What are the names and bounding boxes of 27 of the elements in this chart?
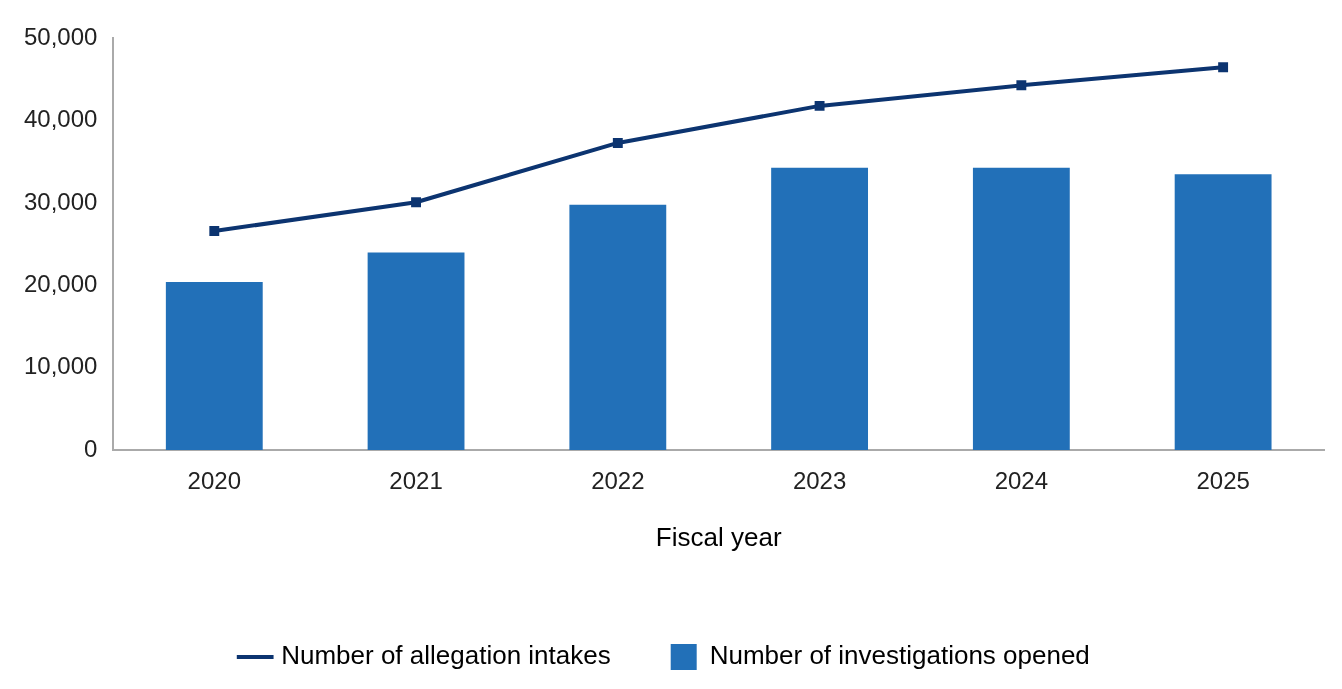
x-axis-title: Fiscal year bbox=[655, 521, 782, 552]
point bbox=[1016, 80, 1027, 91]
bar bbox=[165, 282, 263, 450]
x-tick-label: 2024 bbox=[994, 467, 1049, 495]
bar bbox=[569, 204, 667, 450]
point bbox=[814, 100, 825, 111]
x-tick-label: 2022 bbox=[591, 467, 645, 495]
y-tick-label: 20,000 bbox=[24, 269, 98, 297]
point bbox=[1218, 62, 1229, 73]
x-tick-label: 2020 bbox=[187, 467, 241, 495]
legend-label: Number of investigations opened bbox=[709, 640, 1090, 671]
y-tick-label: 30,000 bbox=[24, 187, 98, 215]
point bbox=[612, 138, 623, 148]
legend-label: Number of allegation intakes bbox=[281, 640, 611, 671]
x-tick-label: 2025 bbox=[1196, 467, 1250, 495]
y-tick-label: 10,000 bbox=[24, 352, 98, 380]
y-tick-label: 50,000 bbox=[24, 23, 98, 51]
point bbox=[209, 226, 220, 236]
bar bbox=[1174, 174, 1272, 450]
bar bbox=[771, 167, 869, 450]
y-tick-label: 40,000 bbox=[24, 105, 98, 133]
x-tick-label: 2021 bbox=[389, 467, 443, 495]
bar bbox=[367, 252, 465, 450]
bar bbox=[972, 167, 1070, 450]
y-tick-label: 0 bbox=[84, 434, 98, 462]
x-tick-label: 2023 bbox=[792, 467, 847, 495]
point bbox=[411, 197, 421, 208]
